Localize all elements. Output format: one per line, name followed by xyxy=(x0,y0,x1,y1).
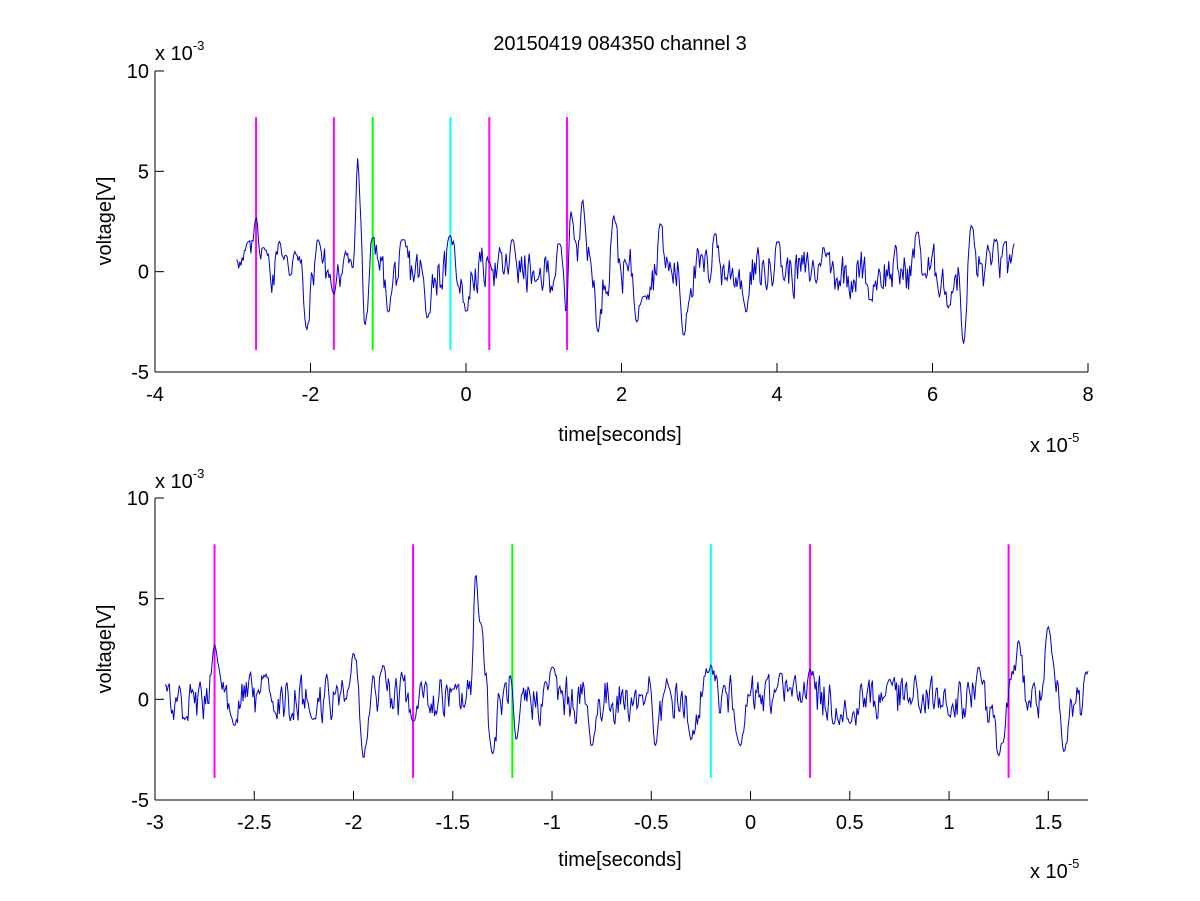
top-plot: 20150419 084350 channel 3 -4 -2 0 2 4 6 8 -5 0 5… xyxy=(94,33,1094,457)
x-tick-label: 0 xyxy=(745,812,756,834)
x-tick-label: -3 xyxy=(146,812,164,834)
x-tick-label: -1 xyxy=(543,812,561,834)
y-tick-label: -5 xyxy=(131,362,149,384)
bottom-signal-line xyxy=(164,574,1089,759)
top-x-exponent: x 10-5 xyxy=(1030,430,1079,457)
bottom-x-label: time[seconds] xyxy=(558,849,681,871)
x-tick-label: -1.5 xyxy=(436,812,470,834)
bottom-y-exponent: x 10-3 xyxy=(155,466,204,493)
bottom-plot: -3 -2.5 -2 -1.5 -1 -0.5 0 0.5 1 1.5 -5 0 5 10 time[s… xyxy=(94,466,1089,883)
y-tick-label: 0 xyxy=(138,262,149,284)
y-tick-label: 10 xyxy=(127,61,149,83)
x-tick-label: 8 xyxy=(1082,384,1093,406)
top-event-markers xyxy=(255,117,569,350)
bottom-x-exponent: x 10-5 xyxy=(1030,856,1079,883)
x-tick-label: 1 xyxy=(943,812,954,834)
top-x-ticks: -4 -2 0 2 4 6 8 xyxy=(146,363,1094,406)
chart-title: 20150419 084350 channel 3 xyxy=(493,33,747,55)
bottom-event-markers xyxy=(213,544,1010,778)
x-tick-label: -0.5 xyxy=(634,812,668,834)
y-tick-label: 10 xyxy=(127,488,149,510)
top-signal-line xyxy=(236,158,1015,344)
top-y-label: voltage[V] xyxy=(94,177,116,266)
y-tick-label: -5 xyxy=(131,790,149,812)
y-tick-label: 5 xyxy=(138,161,149,183)
x-tick-label: -2.5 xyxy=(237,812,271,834)
top-y-ticks: -5 0 5 10 xyxy=(127,61,164,384)
bottom-x-ticks: -3 -2.5 -2 -1.5 -1 -0.5 0 0.5 1 1.5 xyxy=(146,791,1062,834)
top-y-exponent: x 10-3 xyxy=(155,38,204,65)
x-tick-label: 4 xyxy=(771,384,782,406)
bottom-y-ticks: -5 0 5 10 xyxy=(127,488,164,812)
x-tick-label: 0.5 xyxy=(836,812,864,834)
x-tick-label: 0 xyxy=(460,384,471,406)
x-tick-label: -2 xyxy=(345,812,363,834)
y-tick-label: 0 xyxy=(138,689,149,711)
x-tick-label: 2 xyxy=(616,384,627,406)
top-plot-frame xyxy=(155,71,1088,372)
x-tick-label: 6 xyxy=(927,384,938,406)
x-tick-label: -2 xyxy=(302,384,320,406)
top-x-label: time[seconds] xyxy=(558,424,681,446)
bottom-y-label: voltage[V] xyxy=(94,605,116,694)
y-tick-label: 5 xyxy=(138,589,149,611)
x-tick-label: 1.5 xyxy=(1034,812,1062,834)
x-tick-label: -4 xyxy=(146,384,164,406)
